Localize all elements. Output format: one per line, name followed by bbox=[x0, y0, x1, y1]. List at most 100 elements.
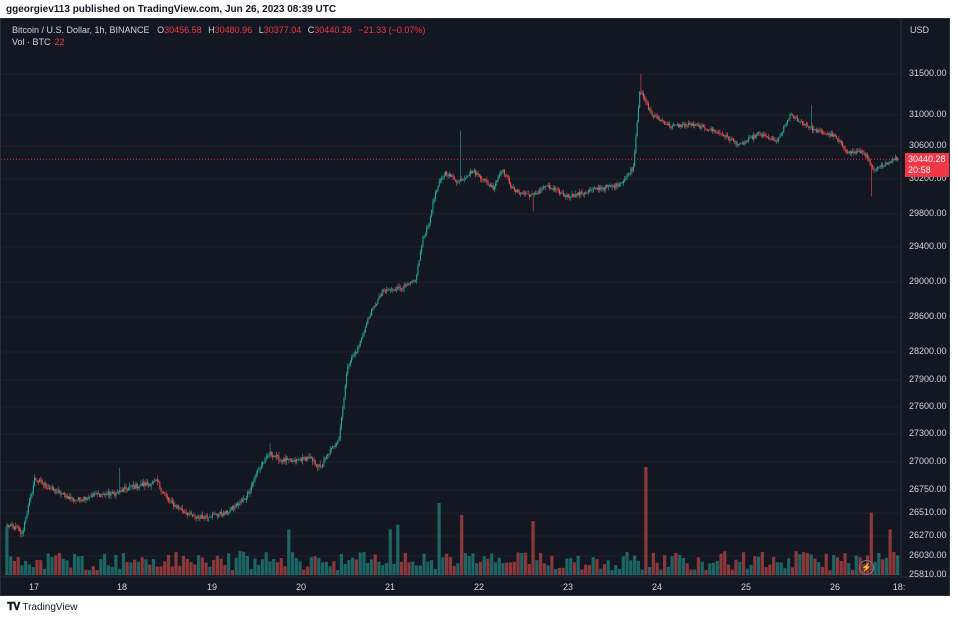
volume-bar bbox=[65, 560, 69, 575]
volume-label[interactable]: Vol · BTC bbox=[12, 37, 51, 47]
candle-body bbox=[659, 118, 661, 121]
candle-body bbox=[57, 490, 59, 493]
volume-bar bbox=[501, 563, 505, 575]
lightning-icon[interactable]: ⚡ bbox=[859, 560, 874, 575]
candle-body bbox=[755, 134, 757, 138]
candle-body bbox=[441, 177, 443, 180]
candle-body bbox=[354, 352, 356, 354]
candle-body bbox=[317, 466, 319, 467]
candle-body bbox=[758, 132, 760, 134]
candle-body bbox=[723, 134, 725, 137]
volume-bar bbox=[366, 563, 370, 575]
candle-body bbox=[81, 499, 83, 502]
candle-body bbox=[23, 522, 26, 531]
candle-body bbox=[74, 500, 76, 502]
volume-bar bbox=[802, 552, 806, 575]
symbol-title[interactable]: Bitcoin / U.S. Dollar, 1h, BINANCE bbox=[12, 25, 150, 35]
candle-body bbox=[761, 135, 763, 137]
candle-body bbox=[565, 194, 567, 197]
candle-body bbox=[654, 115, 656, 117]
volume-bar bbox=[854, 555, 858, 575]
volume-bar bbox=[783, 568, 787, 575]
candle-body bbox=[538, 190, 540, 194]
candle-body bbox=[51, 486, 53, 489]
candle-body bbox=[748, 137, 750, 141]
volume-bar bbox=[760, 551, 764, 575]
candle-body bbox=[21, 533, 23, 535]
volume-bar bbox=[621, 556, 625, 575]
volume-bar bbox=[843, 553, 847, 575]
candle-body bbox=[362, 335, 364, 338]
volume-bar bbox=[430, 560, 434, 575]
candle-body bbox=[124, 487, 126, 489]
candle-body bbox=[193, 515, 195, 517]
candle-body bbox=[676, 124, 678, 126]
candle-body bbox=[176, 506, 178, 508]
candle-body bbox=[590, 189, 592, 192]
volume-bar bbox=[723, 551, 727, 575]
volume-bar bbox=[877, 552, 881, 575]
price-tick-label: 27300.00 bbox=[909, 428, 947, 438]
candle-body bbox=[344, 385, 346, 398]
candle-body bbox=[703, 125, 705, 127]
candle-body bbox=[823, 133, 825, 134]
candle-body bbox=[513, 187, 515, 191]
candle-body bbox=[280, 459, 282, 461]
candle-body bbox=[542, 186, 544, 190]
candle-body bbox=[13, 526, 16, 530]
candle-body bbox=[617, 185, 619, 187]
candle-body bbox=[273, 456, 275, 458]
volume-bar bbox=[497, 557, 501, 575]
currency-label[interactable]: USD bbox=[909, 25, 929, 35]
volume-bar bbox=[87, 569, 92, 575]
volume-bar bbox=[704, 569, 708, 575]
candle-body bbox=[333, 446, 335, 447]
volume-bar bbox=[741, 552, 746, 575]
volume-bar bbox=[407, 562, 411, 575]
candle-body bbox=[632, 166, 634, 171]
candle-body bbox=[323, 459, 325, 464]
candle-body bbox=[724, 136, 726, 137]
candle-body bbox=[709, 129, 711, 131]
candle-body bbox=[776, 140, 779, 142]
candle-body bbox=[151, 481, 153, 485]
candle-body bbox=[877, 167, 879, 170]
candle-body bbox=[324, 457, 326, 460]
volume-bar bbox=[580, 569, 584, 575]
candle-body bbox=[446, 171, 448, 176]
volume-bar bbox=[200, 557, 204, 575]
ohlc-legend: Bitcoin / U.S. Dollar, 1h, BINANCE O3045… bbox=[12, 25, 429, 35]
candle-body bbox=[77, 497, 79, 501]
volume-bar bbox=[595, 559, 599, 575]
volume-bar bbox=[512, 561, 516, 575]
candle-body bbox=[828, 133, 830, 135]
candle-body bbox=[740, 142, 742, 144]
chart-panel[interactable]: Bitcoin / U.S. Dollar, 1h, BINANCE O3045… bbox=[0, 18, 950, 596]
candle-body bbox=[234, 506, 236, 508]
candle-body bbox=[594, 187, 596, 190]
volume-bar bbox=[606, 560, 610, 575]
candle-body bbox=[744, 141, 746, 145]
candle-body bbox=[741, 142, 743, 144]
candle-body bbox=[728, 136, 730, 139]
volume-bar bbox=[61, 558, 65, 575]
candle-body bbox=[132, 485, 135, 487]
candle-body bbox=[696, 124, 698, 126]
volume-bar bbox=[369, 559, 374, 575]
candle-body bbox=[449, 173, 452, 177]
candle-body bbox=[391, 288, 393, 290]
volume-bar bbox=[674, 552, 678, 575]
candle-body bbox=[56, 492, 58, 493]
candle-body bbox=[681, 124, 683, 127]
candle-body bbox=[200, 514, 202, 519]
volume-bar bbox=[106, 565, 110, 575]
candle-body bbox=[642, 93, 644, 98]
candle-body bbox=[768, 136, 770, 140]
candle-body bbox=[196, 517, 198, 519]
price-chart-canvas[interactable] bbox=[1, 19, 949, 595]
volume-bar bbox=[223, 564, 227, 575]
candle-body bbox=[348, 365, 350, 367]
candle-body bbox=[721, 133, 723, 135]
volume-bar bbox=[523, 552, 528, 575]
candle-body bbox=[664, 121, 666, 125]
